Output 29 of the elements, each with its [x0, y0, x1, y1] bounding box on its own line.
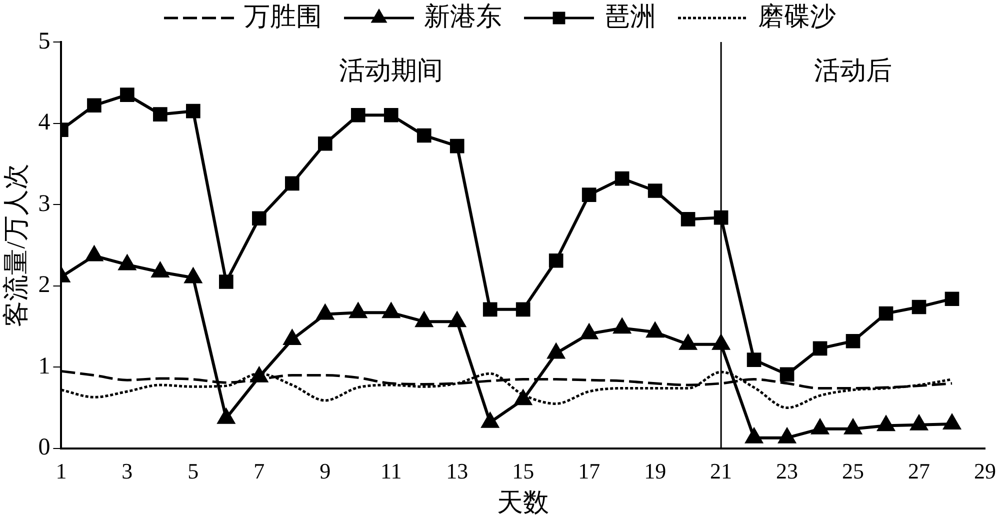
x-tick-label: 29 — [974, 458, 996, 484]
legend-label: 琶洲 — [604, 2, 656, 31]
x-tick-label: 19 — [644, 458, 666, 484]
x-tick-label: 23 — [776, 458, 798, 484]
x-tick-label: 11 — [380, 458, 402, 484]
annotation: 活动后 — [814, 56, 892, 85]
y-axis-title: 客流量/万人次 — [1, 164, 30, 327]
annotation: 活动期间 — [339, 56, 444, 85]
y-tick-label: 1 — [38, 353, 50, 380]
y-tick-label: 5 — [38, 28, 50, 54]
y-tick-label: 2 — [38, 272, 50, 298]
legend-label: 万胜围 — [244, 2, 322, 31]
x-tick-label: 9 — [320, 458, 331, 484]
x-tick-label: 3 — [122, 458, 133, 484]
y-tick-label: 0 — [38, 434, 50, 461]
x-tick-label: 17 — [578, 458, 600, 484]
x-tick-label: 5 — [188, 458, 199, 484]
legend-label: 磨碟沙 — [758, 2, 836, 31]
x-tick-label: 25 — [842, 458, 864, 484]
x-tick-label: 21 — [710, 458, 732, 484]
x-axis-title: 天数 — [497, 488, 550, 518]
legend-label: 新港东 — [424, 2, 502, 31]
x-tick-label: 7 — [254, 458, 265, 484]
x-tick-label: 27 — [908, 458, 930, 484]
y-tick-label: 4 — [38, 110, 50, 136]
x-tick-label: 1 — [56, 458, 67, 484]
x-tick-label: 15 — [512, 458, 534, 484]
y-tick-label: 3 — [38, 190, 50, 217]
x-tick-label: 13 — [446, 458, 468, 484]
